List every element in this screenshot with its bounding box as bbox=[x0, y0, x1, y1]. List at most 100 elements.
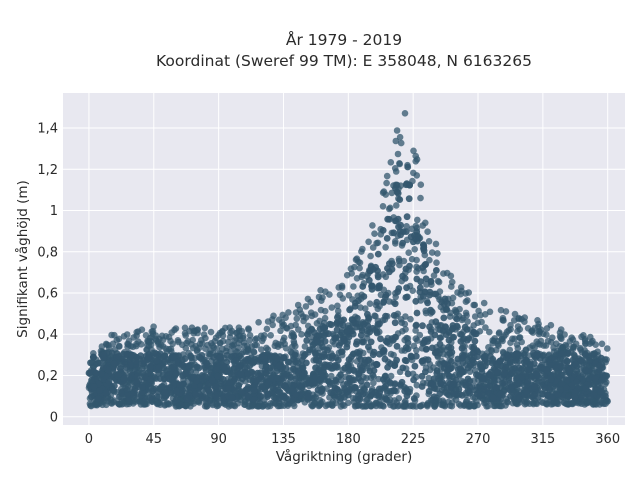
data-point bbox=[373, 298, 381, 306]
data-point bbox=[454, 355, 462, 363]
data-point bbox=[428, 249, 436, 256]
data-point bbox=[571, 370, 578, 378]
data-point bbox=[419, 357, 427, 364]
data-point bbox=[535, 323, 542, 331]
data-point bbox=[482, 324, 489, 331]
data-point bbox=[408, 402, 416, 409]
data-point bbox=[495, 402, 503, 410]
data-point bbox=[128, 351, 136, 359]
data-point bbox=[258, 346, 265, 353]
data-point bbox=[351, 383, 359, 391]
data-point bbox=[486, 328, 493, 336]
data-point bbox=[110, 360, 118, 367]
data-point bbox=[337, 371, 344, 378]
data-point bbox=[377, 401, 384, 409]
data-point bbox=[366, 328, 374, 336]
data-point bbox=[353, 338, 361, 346]
data-point bbox=[116, 365, 124, 373]
data-point bbox=[359, 245, 366, 253]
data-point bbox=[432, 318, 440, 326]
data-point bbox=[275, 316, 283, 324]
data-point bbox=[269, 321, 277, 329]
data-point bbox=[281, 394, 288, 401]
data-point bbox=[522, 388, 530, 395]
data-point bbox=[250, 387, 258, 394]
data-point bbox=[404, 370, 412, 378]
data-point bbox=[248, 402, 256, 410]
data-point bbox=[471, 337, 479, 345]
data-point bbox=[267, 374, 274, 382]
data-point bbox=[120, 375, 128, 382]
data-point bbox=[390, 312, 398, 319]
data-point bbox=[264, 391, 272, 398]
data-point bbox=[215, 332, 222, 339]
data-point bbox=[152, 350, 160, 358]
data-point bbox=[401, 110, 409, 117]
data-point bbox=[528, 327, 536, 334]
data-point bbox=[298, 382, 306, 389]
data-point bbox=[465, 289, 473, 296]
data-point bbox=[413, 275, 421, 283]
data-point bbox=[282, 365, 290, 372]
data-point bbox=[303, 337, 311, 344]
data-point bbox=[348, 316, 356, 323]
data-point bbox=[316, 325, 324, 333]
data-point bbox=[404, 163, 412, 171]
data-point bbox=[282, 324, 290, 332]
data-point bbox=[212, 383, 220, 390]
data-point bbox=[425, 387, 433, 395]
data-point bbox=[489, 359, 496, 367]
data-point bbox=[118, 390, 126, 397]
data-point bbox=[190, 327, 197, 335]
data-point bbox=[327, 321, 335, 329]
data-point bbox=[294, 369, 302, 377]
data-point bbox=[317, 306, 325, 314]
data-point bbox=[365, 276, 373, 284]
data-point bbox=[292, 358, 299, 366]
data-point bbox=[235, 324, 243, 332]
data-point bbox=[270, 393, 278, 401]
data-point bbox=[403, 223, 410, 230]
data-points bbox=[85, 110, 611, 410]
data-point bbox=[433, 267, 440, 274]
data-point bbox=[524, 378, 532, 386]
data-point bbox=[301, 370, 308, 377]
data-point bbox=[491, 378, 498, 386]
data-point bbox=[592, 341, 599, 349]
data-point bbox=[301, 343, 309, 350]
data-point bbox=[470, 343, 478, 351]
data-point bbox=[374, 305, 382, 313]
data-point bbox=[463, 396, 471, 404]
data-point bbox=[505, 374, 513, 381]
data-point bbox=[315, 368, 322, 376]
data-point bbox=[370, 266, 377, 273]
data-point bbox=[111, 331, 118, 339]
data-point bbox=[282, 344, 290, 352]
data-point bbox=[372, 312, 379, 320]
data-point bbox=[202, 366, 210, 374]
data-point bbox=[285, 309, 292, 316]
data-point bbox=[412, 352, 420, 360]
chart-title-line2: Koordinat (Sweref 99 TM): E 358048, N 61… bbox=[156, 52, 532, 70]
data-point bbox=[222, 324, 229, 332]
y-tick-label: 0,2 bbox=[37, 369, 58, 384]
data-point bbox=[369, 222, 376, 229]
data-point bbox=[482, 311, 489, 318]
data-point bbox=[338, 329, 346, 336]
data-point bbox=[447, 272, 455, 280]
data-point bbox=[223, 352, 231, 359]
data-point bbox=[345, 367, 352, 375]
data-point bbox=[496, 390, 504, 398]
data-point bbox=[435, 278, 443, 286]
data-point bbox=[473, 353, 481, 361]
data-point bbox=[543, 331, 550, 339]
data-point bbox=[396, 133, 404, 141]
data-point bbox=[214, 372, 221, 380]
data-point bbox=[365, 315, 373, 322]
data-point bbox=[250, 348, 258, 356]
data-point bbox=[302, 303, 310, 310]
data-point bbox=[322, 288, 329, 296]
data-point bbox=[368, 282, 375, 290]
data-point bbox=[497, 306, 505, 314]
data-point bbox=[473, 398, 480, 405]
